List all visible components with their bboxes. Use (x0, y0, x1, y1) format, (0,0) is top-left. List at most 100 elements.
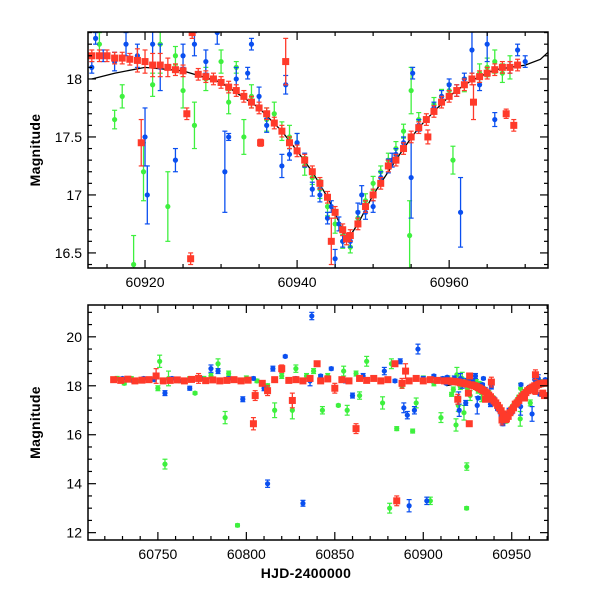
marker (518, 381, 524, 388)
marker (407, 232, 413, 239)
data-point-red (264, 385, 272, 397)
marker (319, 407, 326, 413)
data-point-blue (187, 385, 193, 391)
data-point-green (165, 171, 171, 242)
marker (370, 180, 376, 186)
data-point-red (301, 153, 309, 167)
data-point-green (450, 386, 456, 393)
marker (352, 425, 360, 433)
marker (438, 415, 444, 421)
data-point-green (131, 234, 137, 268)
data-point-red (465, 420, 473, 428)
marker (344, 407, 350, 413)
marker (331, 384, 339, 392)
marker (309, 313, 315, 319)
marker (187, 385, 193, 391)
marker (317, 377, 325, 385)
marker (362, 203, 370, 211)
data-point-blue (349, 392, 356, 399)
marker (476, 73, 484, 81)
data-point-red (466, 372, 474, 380)
marker (327, 237, 335, 245)
marker (282, 353, 288, 360)
data-point-red (188, 32, 196, 39)
data-point-red (292, 376, 300, 384)
marker (172, 157, 179, 163)
data-point-red (156, 52, 164, 78)
marker (149, 61, 157, 69)
marker (424, 498, 430, 504)
data-point-blue (529, 405, 535, 422)
data-point-blue (392, 378, 398, 384)
data-point-red (137, 118, 145, 167)
data-point-red (460, 78, 468, 92)
data-point-red (183, 107, 191, 121)
marker (222, 415, 228, 421)
x-tick-label: 60960 (430, 274, 469, 290)
marker (430, 107, 438, 115)
data-point-red (453, 84, 461, 97)
data-point-red (433, 376, 441, 384)
data-point-green (400, 123, 407, 139)
marker (233, 76, 239, 82)
data-point-red (415, 121, 423, 135)
data-point-green (222, 410, 228, 425)
data-point-red (202, 377, 210, 385)
marker (328, 203, 334, 210)
marker (502, 110, 510, 118)
y-axis: 16.5 17 17.5 18 (55, 31, 548, 266)
data-point-red (278, 124, 286, 138)
data-point-green (192, 390, 198, 396)
marker (263, 110, 271, 118)
data-point-red (180, 377, 188, 385)
data-point-green (450, 145, 456, 175)
marker (520, 394, 528, 402)
marker (240, 396, 246, 402)
marker (202, 73, 210, 81)
marker (131, 377, 139, 385)
marker (117, 376, 125, 384)
data-point-green (226, 370, 232, 377)
marker (202, 377, 210, 385)
data-point-blue (397, 358, 403, 365)
marker (264, 387, 272, 395)
data-point-green (438, 412, 444, 424)
marker (123, 41, 129, 47)
data-point-red (133, 48, 141, 73)
marker (222, 169, 228, 175)
marker (103, 52, 111, 60)
x-tick-label: 60850 (315, 546, 354, 562)
marker (248, 41, 255, 47)
marker (332, 221, 338, 227)
marker (209, 75, 217, 83)
marker (394, 426, 400, 432)
marker (484, 41, 490, 47)
marker (359, 192, 365, 198)
data-point-blue (469, 32, 475, 74)
marker (354, 220, 362, 228)
marker (195, 374, 203, 382)
marker (402, 367, 410, 375)
marker (255, 104, 263, 112)
marker (141, 58, 149, 66)
data-point-blue (328, 366, 334, 372)
data-point-red (468, 72, 476, 86)
marker (270, 366, 276, 372)
data-point-green (410, 428, 416, 434)
data-point-red (188, 375, 195, 383)
marker (472, 373, 479, 379)
marker (482, 395, 490, 403)
marker (188, 32, 196, 37)
data-point-blue (381, 366, 387, 376)
marker (272, 407, 278, 413)
marker (300, 500, 306, 506)
marker (119, 93, 125, 99)
marker (400, 145, 408, 153)
data-point-blue (410, 66, 416, 80)
marker (218, 58, 224, 65)
data-point-blue (248, 37, 255, 51)
y-tick-label: 20 (66, 329, 82, 345)
marker (356, 392, 363, 399)
marker (408, 87, 414, 94)
data-point-red (288, 392, 296, 409)
